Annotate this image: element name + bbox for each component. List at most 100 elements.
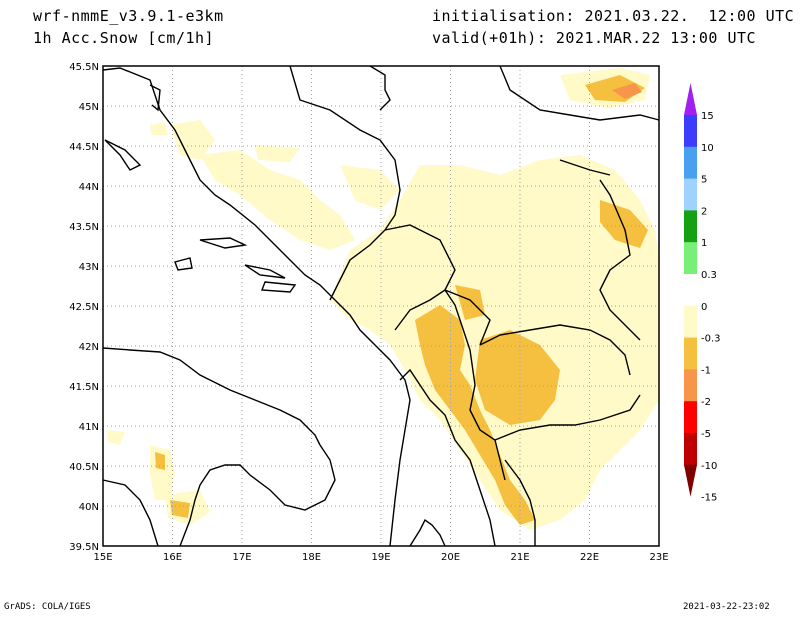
greece-coast: [409, 518, 446, 547]
lon-tick-label: 19E: [371, 552, 390, 563]
colorbar-swatch: [684, 274, 697, 307]
colorbar-swatch: [684, 433, 697, 466]
lon-tick-label: 22E: [580, 552, 599, 563]
colorbar-label: 15: [701, 111, 714, 122]
border-montenegro-albania: [394, 289, 461, 331]
dalmatia-islands-1: [104, 139, 142, 171]
border-river: [504, 459, 536, 546]
colorbar-label: -10: [701, 461, 717, 472]
border-north: [369, 65, 391, 111]
border-albania-macedonia: [459, 319, 506, 481]
border-greece-albania: [399, 368, 496, 547]
border-croatia-bosnia: [289, 65, 401, 231]
colorbar-swatch: [684, 369, 697, 402]
snow-heavy-1: [612, 83, 642, 99]
colorbar-label: -2: [701, 397, 711, 408]
snow-area-north-2: [200, 150, 355, 250]
dalmatia-islands-2: [199, 237, 248, 249]
colorbar-swatch: [684, 210, 697, 243]
lon-tick-label: 21E: [510, 552, 529, 563]
latitude-labels: 45.5N 45N 44.5N 44N 43.5N 43N 42.5N 42N 41.5N 41N…: [69, 62, 99, 553]
dalmatia-islands-5: [174, 257, 193, 271]
border-romania: [559, 159, 611, 176]
colorbar-label: -5: [701, 429, 711, 440]
snow-mod-7: [155, 452, 165, 470]
border-macedonia-greece: [494, 394, 641, 441]
init-time: initialisation: 2021.03.22. 12:00 UTC: [432, 7, 795, 25]
lat-tick-label: 43.5N: [69, 222, 99, 233]
colorbar-swatch: [684, 401, 697, 434]
slovenia-coast: [149, 84, 161, 112]
snow-area-north-1: [170, 120, 215, 160]
snow-mod-2: [475, 330, 560, 425]
lat-tick-label: 44N: [79, 182, 99, 193]
footer-timestamp: 2021-03-22-23:02: [683, 602, 770, 612]
colorbar-label: -15: [701, 493, 717, 504]
lat-tick-label: 42N: [79, 342, 99, 353]
snow-area-north-3: [340, 165, 400, 210]
lat-tick-label: 40N: [79, 502, 99, 513]
border-kosovo: [444, 289, 491, 346]
lat-tick-label: 39.5N: [69, 542, 99, 553]
lon-tick-label: 15E: [93, 552, 112, 563]
italy-gulf: [102, 479, 159, 547]
snow-area-north-4: [255, 145, 300, 162]
model-title: wrf-nmmE_v3.9.1-e3km: [33, 7, 224, 25]
colorbar-swatch: [684, 178, 697, 211]
border-hungary: [499, 65, 660, 121]
colorbar-label: 2: [701, 206, 707, 217]
field-title: 1h Acc.Snow [cm/1h]: [33, 29, 215, 47]
colorbar-label: 5: [701, 175, 707, 186]
snow-area-west-1: [107, 430, 125, 445]
colorbar-label: -0.3: [701, 334, 721, 345]
colorbar-label: 10: [701, 143, 714, 154]
valid-time: valid(+01h): 2021.MAR.22 13:00 UTC: [432, 29, 757, 47]
italy-heel: [179, 444, 336, 547]
snow-heavy-areas: [612, 83, 642, 99]
map-frame: [102, 65, 660, 547]
colorbar-swatch: [684, 115, 697, 148]
colorbar-label: 0: [701, 302, 707, 313]
lon-tick-label: 16E: [163, 552, 182, 563]
country-borders: [289, 65, 660, 547]
lon-tick-label: 17E: [232, 552, 251, 563]
lat-tick-label: 45.5N: [69, 62, 99, 73]
lat-tick-label: 45N: [79, 102, 99, 113]
border-bosnia-serbia: [329, 229, 386, 301]
lat-tick-label: 41.5N: [69, 382, 99, 393]
border-bulgaria: [599, 179, 641, 341]
snow-mod-6: [170, 500, 190, 518]
snow-mod-1: [415, 305, 535, 525]
colorbar-label: -1: [701, 365, 711, 376]
longitude-labels: 15E 16E 17E 18E 19E 20E 21E 22E 23E: [93, 552, 668, 563]
colorbar-swatch: [684, 242, 697, 275]
colorbar-top-arrow: [684, 83, 697, 115]
lat-tick-label: 41N: [79, 422, 99, 433]
lon-tick-label: 18E: [302, 552, 321, 563]
lat-tick-label: 44.5N: [69, 142, 99, 153]
lon-tick-label: 23E: [649, 552, 668, 563]
snow-mod-5: [455, 285, 485, 320]
border-serbia-montenegro: [384, 224, 456, 291]
colorbar-swatch: [684, 305, 697, 339]
colorbar-swatch: [684, 146, 697, 180]
colorbar: 15 10 5 2 1 0.3 0 -0.3 -1 -2 -5 -10 -15: [684, 83, 721, 504]
snow-area-small-1: [150, 122, 168, 135]
footer-credit: GrADS: COLA/IGES: [4, 602, 91, 612]
italy-east-coast: [102, 347, 321, 446]
border-macedonia: [479, 324, 631, 376]
lon-tick-label: 20E: [441, 552, 460, 563]
dalmatia-islands-4: [261, 281, 297, 293]
colorbar-swatch: [684, 337, 697, 370]
map-grid: [103, 66, 659, 546]
lat-tick-label: 42.5N: [69, 302, 99, 313]
lat-tick-label: 40.5N: [69, 462, 99, 473]
italy-coast-north: [102, 67, 411, 547]
coastlines: [102, 67, 446, 547]
lat-tick-label: 43N: [79, 262, 99, 273]
snow-moderate-areas: [155, 75, 648, 525]
snow-mod-3: [600, 200, 648, 248]
colorbar-bottom-arrow: [684, 464, 697, 497]
dalmatia-islands-3: [244, 264, 286, 279]
